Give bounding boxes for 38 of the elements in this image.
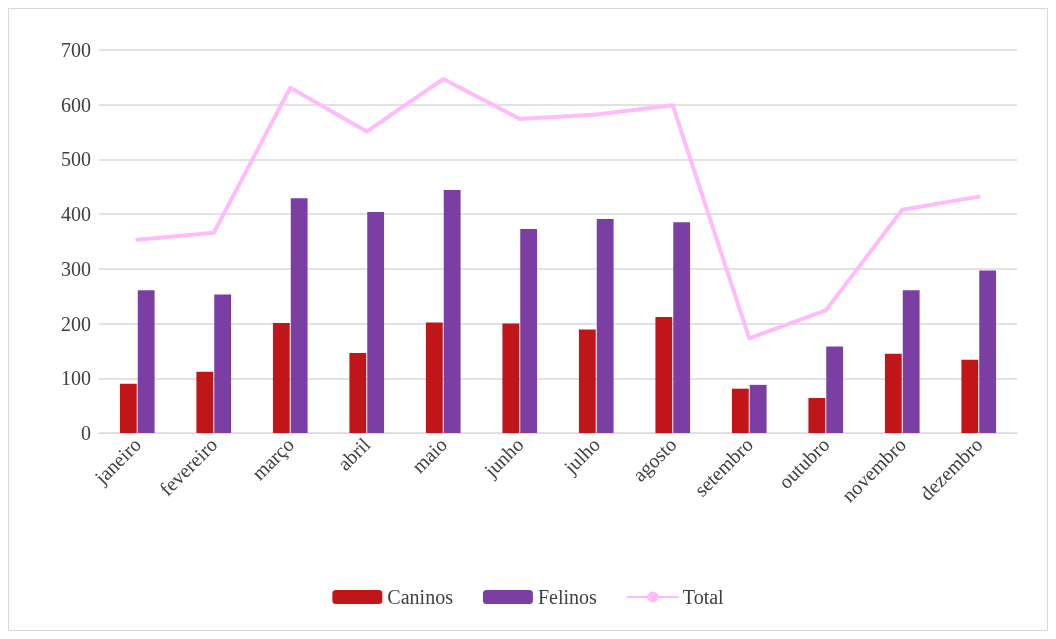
bar (655, 317, 673, 433)
bar (979, 270, 997, 433)
y-tick-label: 300 (61, 257, 91, 280)
bar (673, 222, 691, 433)
y-tick-label: 500 (61, 148, 91, 171)
bar (119, 383, 137, 433)
legend-label: Caninos (387, 586, 454, 608)
bar (884, 353, 902, 433)
legend-label: Felinos (537, 586, 598, 608)
bar (272, 323, 290, 433)
bar (749, 384, 767, 433)
bar (596, 219, 614, 433)
legend-label: Total (682, 586, 725, 608)
bar (902, 290, 920, 433)
bar (578, 329, 596, 433)
y-tick-label: 200 (61, 312, 91, 335)
bar (443, 190, 461, 433)
bar (137, 290, 155, 433)
y-tick-label: 0 (81, 422, 91, 444)
y-tick-label: 400 (61, 203, 91, 226)
y-tick-label: 600 (61, 93, 91, 116)
bar (808, 397, 826, 433)
bar (826, 346, 844, 433)
bar (290, 198, 308, 433)
bar (367, 211, 385, 433)
bar (520, 228, 538, 433)
y-tick-label: 700 (61, 39, 91, 61)
bar (214, 294, 232, 433)
bar (425, 322, 443, 433)
y-tick-label: 100 (61, 367, 91, 390)
bar (961, 359, 979, 433)
x-tick-label: abril (333, 432, 375, 475)
line-series (135, 77, 981, 341)
x-tick-label: maio (407, 433, 452, 478)
bar (731, 388, 749, 433)
bar (502, 323, 520, 433)
bar (196, 371, 214, 433)
bar (349, 353, 367, 433)
